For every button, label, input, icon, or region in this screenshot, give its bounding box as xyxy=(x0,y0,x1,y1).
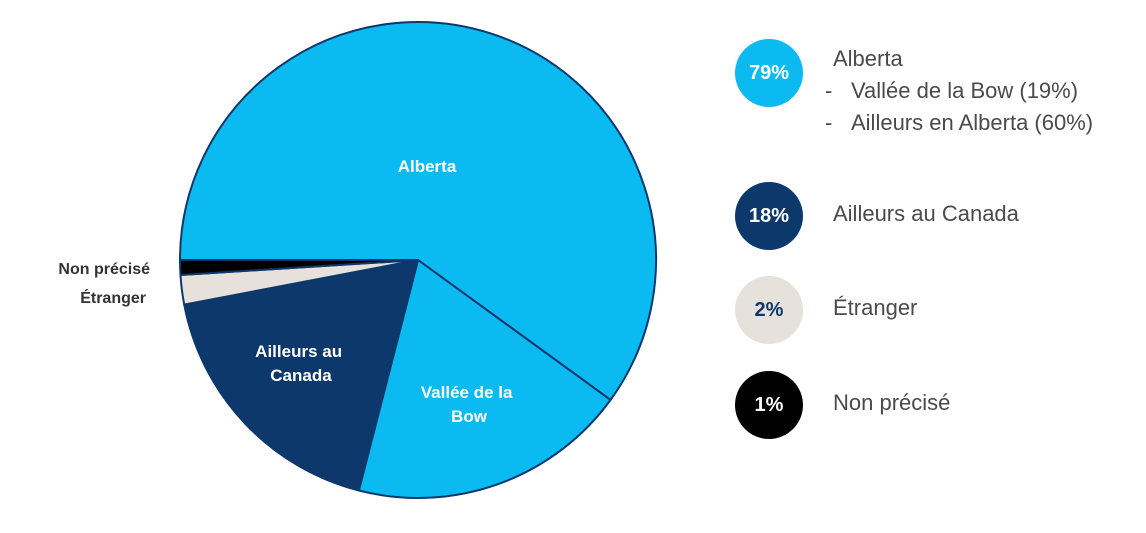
legend-sub-bow: Vallée de la Bow (19%) xyxy=(825,75,1093,107)
slice-label-non-precise: Non précisé xyxy=(58,261,150,278)
slice-label-etranger: Étranger xyxy=(80,288,146,307)
pie-slice-ailleurs-au-canada xyxy=(183,259,419,492)
legend-item-canada: 18% Ailleurs au Canada xyxy=(735,182,1019,250)
legend-badge-non-precise: 1% xyxy=(735,371,803,439)
legend-label-non-precise: Non précisé xyxy=(833,390,951,415)
slice-label-bow-line2: Bow xyxy=(451,407,488,426)
legend-label-canada: Ailleurs au Canada xyxy=(833,201,1019,226)
slice-label-alberta: Alberta xyxy=(398,157,457,176)
legend-item-etranger: 2% Étranger xyxy=(735,276,917,344)
legend-badge-etranger: 2% xyxy=(735,276,803,344)
legend-label-alberta: Alberta xyxy=(833,46,903,71)
slice-label-canada-line1: Ailleurs au xyxy=(255,342,342,361)
legend-badge-alberta: 79% xyxy=(735,39,803,107)
legend-sub-ailleurs-alberta: Ailleurs en Alberta (60%) xyxy=(825,107,1093,139)
slice-label-bow-line1: Vallée de la xyxy=(421,383,513,402)
legend-label-etranger: Étranger xyxy=(833,295,918,320)
pie-slice-non-precise xyxy=(179,259,419,276)
pie-slice-vallee-de-la-bow xyxy=(357,259,612,499)
pie-slices xyxy=(179,21,657,499)
legend: 79% Alberta Vallée de la Bow (19%) Aille… xyxy=(735,0,1146,533)
legend-item-non-precise: 1% Non précisé xyxy=(735,371,950,439)
legend-item-alberta: 79% Alberta Vallée de la Bow (19%) Aille… xyxy=(735,39,1093,139)
slice-label-bow: Vallée de la Bow xyxy=(421,383,517,426)
legend-sublist-alberta: Vallée de la Bow (19%) Ailleurs en Alber… xyxy=(833,75,1093,139)
slice-label-canada-line2: Canada xyxy=(270,366,332,385)
legend-badge-canada: 18% xyxy=(735,182,803,250)
pie-slice-alberta xyxy=(179,21,657,401)
slice-label-canada: Ailleurs au Canada xyxy=(255,342,347,385)
pie-chart: Alberta Vallée de la Bow Ailleurs au Can… xyxy=(58,21,657,499)
